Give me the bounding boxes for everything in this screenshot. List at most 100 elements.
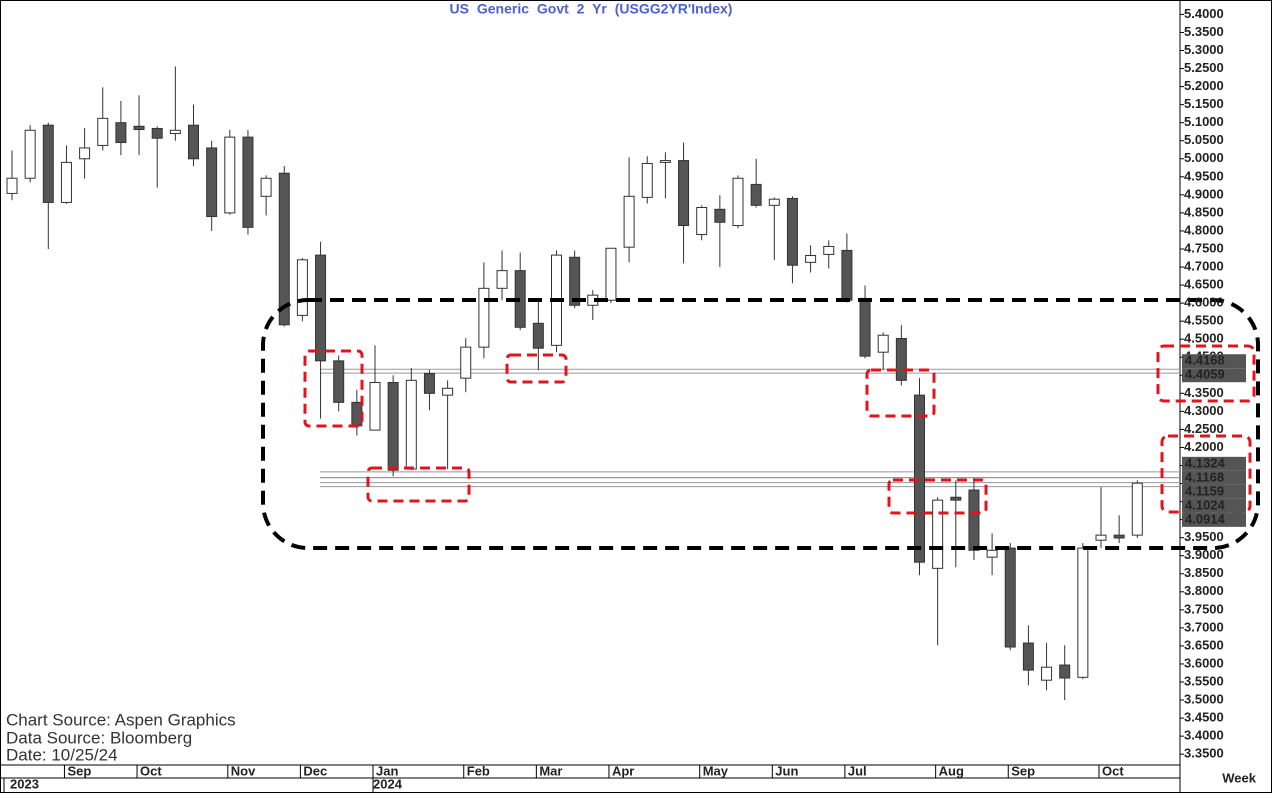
candle-body (932, 499, 944, 569)
candle-body (442, 387, 454, 396)
candle-body (805, 254, 817, 263)
candle-body (895, 337, 907, 381)
y-tick-label: 4.5000 (1184, 331, 1224, 346)
candle-body (387, 382, 399, 471)
level-label-bg (1182, 368, 1246, 383)
annotation-box (1156, 344, 1256, 403)
candle-body (950, 496, 962, 501)
candle-body (351, 401, 363, 427)
annotation-box (865, 368, 936, 418)
level-label-bg (1182, 470, 1246, 485)
y-tick-label: 3.5500 (1184, 673, 1224, 688)
candle-body (714, 208, 726, 223)
level-label: 4.1159 (1185, 483, 1224, 498)
y-tick-label: 4.2500 (1184, 421, 1224, 436)
x-tick-label: Sep (67, 763, 91, 778)
candle-body (242, 136, 254, 228)
candle-body (569, 256, 581, 306)
y-tick-label: 4.9500 (1184, 168, 1224, 183)
year-label: 2024 (373, 776, 403, 791)
annotation-box (887, 478, 988, 515)
level-label: 4.1168 (1185, 469, 1224, 484)
candle-body (605, 247, 617, 301)
note: Date: 10/25/24 (6, 745, 118, 764)
level-label: 4.4059 (1185, 367, 1225, 382)
y-tick-label: 4.6500 (1184, 277, 1224, 292)
y-tick-label: 5.3500 (1184, 24, 1224, 39)
candle-body (115, 122, 127, 144)
candle-body (768, 198, 780, 206)
candle-body (1059, 664, 1071, 679)
y-tick-label: 5.0500 (1184, 132, 1224, 147)
y-tick-label: 3.6500 (1184, 637, 1224, 652)
y-tick-label: 4.9000 (1184, 186, 1224, 201)
annotation-box (303, 349, 364, 428)
candle-body (333, 360, 345, 403)
x-tick-label: Jul (848, 763, 867, 778)
candle-body (641, 162, 653, 198)
y-tick-label: 4.8000 (1184, 222, 1224, 237)
candle-body (1131, 482, 1143, 536)
candle-body (877, 334, 889, 353)
y-tick-label: 4.7000 (1184, 258, 1224, 273)
note: Data Source: Bloomberg (6, 728, 192, 747)
x-tick-label: Sep (1011, 763, 1035, 778)
candle-body (1095, 534, 1107, 541)
candle-body (986, 549, 998, 558)
candle-body (750, 183, 762, 206)
candle-body (623, 195, 635, 248)
y-tick-label: 3.5000 (1184, 691, 1224, 706)
candle-body (151, 127, 163, 139)
candle-body (6, 177, 18, 194)
candle-body (478, 287, 490, 348)
candle-body (841, 249, 853, 301)
x-tick-label: Mar (539, 763, 562, 778)
candle-body (532, 322, 544, 349)
candle-body (659, 160, 671, 163)
candle-body (260, 177, 272, 197)
y-tick-label: 3.6000 (1184, 655, 1224, 670)
candle-body (423, 372, 435, 394)
candle-body (405, 379, 417, 470)
candle-body (859, 297, 871, 357)
x-tick-label: Aug (939, 763, 964, 778)
candle-body (79, 147, 91, 160)
y-tick-label: 4.5500 (1184, 313, 1224, 328)
y-tick-label: 3.8500 (1184, 565, 1224, 580)
level-label-bg (1182, 498, 1246, 513)
y-tick-label: 5.1500 (1184, 96, 1224, 111)
y-tick-label: 3.7500 (1184, 601, 1224, 616)
candle-body (968, 489, 980, 551)
y-tick-label: 5.4000 (1184, 6, 1224, 21)
chart-title: US Generic Govt 2 Yr (USGG2YR'Index) (450, 1, 733, 17)
y-tick-label: 4.2000 (1184, 439, 1224, 454)
candle-body (97, 117, 109, 146)
y-tick-label: 3.4500 (1184, 710, 1224, 725)
y-tick-label: 4.3500 (1184, 385, 1224, 400)
candle-body (133, 125, 145, 131)
candle-body (315, 254, 327, 362)
candle-body (786, 197, 798, 266)
period-label: Week (1222, 770, 1256, 785)
y-tick-label: 3.9000 (1184, 547, 1224, 562)
candle-body (460, 346, 472, 379)
candle-body (1113, 534, 1125, 539)
candle-body (732, 177, 744, 227)
year-label: 2023 (10, 776, 39, 791)
annotation-box (366, 466, 471, 503)
candle-body (224, 136, 236, 214)
candle-body (188, 124, 199, 160)
y-tick-label: 3.7000 (1184, 619, 1224, 634)
candle-body (42, 124, 54, 203)
candle-body (496, 270, 508, 289)
y-tick-label: 3.8000 (1184, 583, 1224, 598)
x-tick-label: Feb (467, 763, 490, 778)
y-tick-label: 3.3500 (1184, 746, 1224, 761)
annotation-box (505, 353, 568, 384)
level-label-bg (1182, 456, 1246, 471)
y-tick-label: 4.8500 (1184, 204, 1224, 219)
x-tick-label: May (703, 763, 729, 778)
candle-body (206, 147, 218, 218)
y-tick-label: 5.2500 (1184, 60, 1224, 75)
x-tick-label: Jan (376, 763, 398, 778)
